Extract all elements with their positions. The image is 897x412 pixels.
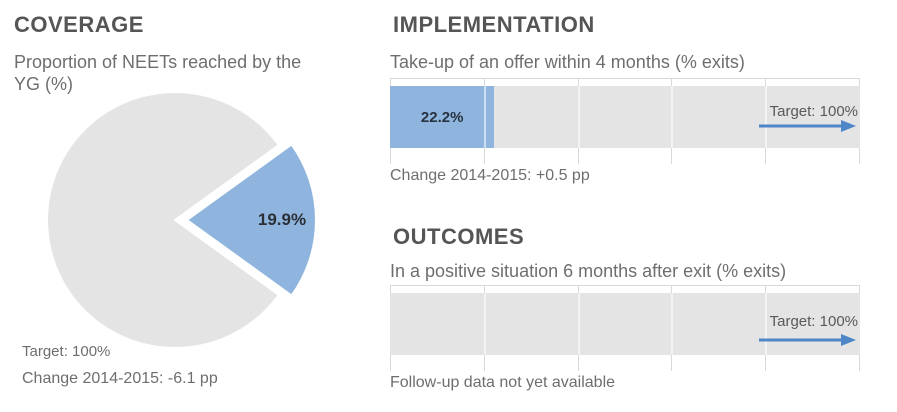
outcomes-target-label: Target: 100%: [769, 313, 858, 330]
coverage-section-title: COVERAGE: [14, 12, 144, 37]
outcomes-bar-track: [390, 293, 860, 355]
pie-remainder-slice: [46, 91, 281, 349]
implementation-target-label: Target: 100%: [769, 103, 858, 120]
pie-value-slice: [185, 143, 318, 297]
implementation-section-title: IMPLEMENTATION: [393, 12, 595, 37]
implementation-value-label: 22.2%: [420, 108, 464, 126]
outcomes-section-title: OUTCOMES: [393, 224, 525, 249]
outcomes-chart-subtitle: In a positive situation 6 months after e…: [390, 261, 787, 281]
coverage-chart-subtitle: Proportion of NEETs reached by the YG (%…: [14, 52, 302, 94]
outcomes-followup-note: Follow-up data not yet available: [390, 374, 616, 391]
coverage-pie-chart: 19.9%: [46, 91, 318, 349]
implementation-bar-fill: 22.2%: [390, 86, 495, 148]
coverage-target-note: Target: 100%: [22, 343, 111, 360]
implementation-chart-subtitle: Take-up of an offer within 4 months (% e…: [390, 52, 745, 72]
coverage-change-note: Change 2014-2015: -6.1 pp: [22, 370, 218, 387]
outcomes-bar-chart: Target: 100%: [390, 285, 860, 371]
outcomes-target-arrow-icon: [759, 334, 856, 346]
implementation-bar-chart: 22.2% Target: 100%: [390, 78, 860, 164]
implementation-target-arrow-icon: [759, 120, 856, 132]
pie-value-label: 19.9%: [258, 210, 306, 229]
implementation-change-note: Change 2014-2015: +0.5 pp: [390, 167, 590, 184]
implementation-bar-track: 22.2%: [390, 86, 860, 148]
